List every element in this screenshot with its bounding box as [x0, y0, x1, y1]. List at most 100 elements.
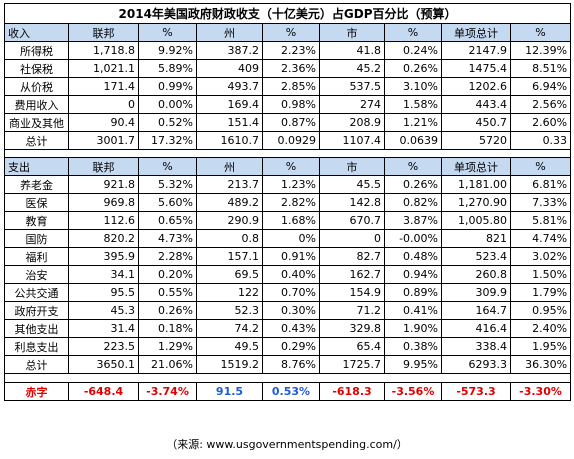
table-cell: 142.8 [319, 193, 385, 212]
table-row: 利息支出 223.5 1.29% 49.5 0.29% 65.4 0.38% 338.4 1.9… [4, 337, 572, 356]
table-cell: 213.7 [196, 175, 263, 194]
budget-table-container: 2014年美国政府财政收支（十亿美元）占GDP百分比（预算） 收入 联邦% 州% 市%… [3, 3, 572, 401]
table-cell: 0% [262, 229, 320, 248]
spacer-row [3, 149, 572, 158]
table-cell: 2.23% [262, 41, 320, 60]
table-cell: 164.7 [441, 301, 511, 320]
deficit-cell: -3.30% [509, 382, 572, 401]
table-row: 治安 34.1 0.20% 69.5 0.40% 162.7 0.94% 260.8 1.50% [4, 265, 572, 284]
table-cell: 171.4 [68, 77, 139, 96]
column-header: % [384, 23, 442, 42]
table-cell: 0.26% [384, 175, 442, 194]
table-cell: 17.32% [138, 131, 197, 150]
source-note: （来源: www.usgovernmentspending.com/） [166, 438, 408, 451]
table-cell: 2.56% [509, 95, 572, 114]
row-label: 其他支出 [4, 319, 69, 338]
row-label: 国防 [4, 229, 69, 248]
spacer-cell [3, 373, 572, 383]
table-cell: 154.9 [319, 283, 385, 302]
table-row: 其他支出 31.4 0.18% 74.2 0.43% 329.8 1.90% 416.4 2.4… [4, 319, 572, 338]
table-cell: 7.33% [509, 193, 572, 212]
table-cell: 1.23% [262, 175, 320, 194]
table-cell: 493.7 [196, 77, 263, 96]
table-cell: 3001.7 [68, 131, 139, 150]
table-cell: 4.73% [138, 229, 197, 248]
table-cell: 82.7 [319, 247, 385, 266]
table-cell: 1.29% [138, 337, 197, 356]
table-cell: 969.8 [68, 193, 139, 212]
table-cell: -0.00% [384, 229, 442, 248]
table-cell: 3.87% [384, 211, 442, 230]
table-cell: 0.29% [262, 337, 320, 356]
table-cell: 0.94% [384, 265, 442, 284]
deficit-cell: -618.3 [319, 382, 385, 401]
column-header: % [384, 157, 442, 176]
row-label: 医保 [4, 193, 69, 212]
table-cell: 1.50% [509, 265, 572, 284]
table-cell: 329.8 [319, 319, 385, 338]
table-cell: 2.60% [509, 113, 572, 132]
table-row: 医保 969.8 5.60% 489.2 2.82% 142.8 0.82% 1,270.90… [4, 193, 572, 212]
table-cell: 1,005.80 [441, 211, 511, 230]
row-label: 总计 [4, 355, 69, 374]
table-cell: 122 [196, 283, 263, 302]
table-cell: 5.89% [138, 59, 197, 78]
table-cell: 1.79% [509, 283, 572, 302]
table-cell: 90.4 [68, 113, 139, 132]
table-cell: 8.51% [509, 59, 572, 78]
table-cell: 0.52% [138, 113, 197, 132]
table-row: 国防 820.2 4.73% 0.8 0% 0 -0.00% 821 4.74% [4, 229, 572, 248]
table-row: 养老金 921.8 5.32% 213.7 1.23% 45.5 0.26% 1,181.00… [4, 175, 572, 194]
column-header: 州 [196, 23, 263, 42]
table-cell: 820.2 [68, 229, 139, 248]
column-header: 市 [319, 157, 385, 176]
table-cell: 395.9 [68, 247, 139, 266]
table-cell: 2.36% [262, 59, 320, 78]
table-cell: 387.2 [196, 41, 263, 60]
table-cell: 6.94% [509, 77, 572, 96]
table-cell: 74.2 [196, 319, 263, 338]
table-cell: 8.76% [262, 355, 320, 374]
table-cell: 3.10% [384, 77, 442, 96]
table-cell: 489.2 [196, 193, 263, 212]
row-label: 总计 [4, 131, 69, 150]
deficit-cell: -573.3 [441, 382, 511, 401]
table-row: 公共交通 95.5 0.55% 122 0.70% 154.9 0.89% 309.9 1.79… [4, 283, 572, 302]
table-cell: 34.1 [68, 265, 139, 284]
table-cell: 41.8 [319, 41, 385, 60]
table-cell: 274 [319, 95, 385, 114]
table-cell: 0.30% [262, 301, 320, 320]
table-cell: 0.43% [262, 319, 320, 338]
table-cell: 0.0929 [262, 131, 320, 150]
table-row: 社保税 1,021.1 5.89% 409 2.36% 45.2 0.26% 1475.4 8.… [4, 59, 572, 78]
table-cell: 5.32% [138, 175, 197, 194]
table-cell: 3.02% [509, 247, 572, 266]
column-header: % [509, 157, 572, 176]
column-header: 联邦 [68, 23, 139, 42]
table-cell: 0 [319, 229, 385, 248]
column-header: % [262, 157, 320, 176]
table-cell: 1.68% [262, 211, 320, 230]
table-cell: 0.98% [262, 95, 320, 114]
deficit-cell: 0.53% [262, 382, 320, 401]
column-header: 州 [196, 157, 263, 176]
table-cell: 2.82% [262, 193, 320, 212]
table-row: 所得税 1,718.8 9.92% 387.2 2.23% 41.8 0.24% 2147.9… [4, 41, 572, 60]
deficit-cell: 91.5 [196, 382, 263, 401]
table-cell: 9.95% [384, 355, 442, 374]
table-cell: 921.8 [68, 175, 139, 194]
table-cell: 162.7 [319, 265, 385, 284]
table-cell: 1,021.1 [68, 59, 139, 78]
table-cell: 1610.7 [196, 131, 263, 150]
table-cell: 65.4 [319, 337, 385, 356]
table-row: 从价税 171.4 0.99% 493.7 2.85% 537.5 3.10% 1202.6 6… [4, 77, 572, 96]
spacer-row [3, 373, 572, 383]
table-cell: 45.2 [319, 59, 385, 78]
row-label: 福利 [4, 247, 69, 266]
table-cell: 450.7 [441, 113, 511, 132]
table-cell: 309.9 [441, 283, 511, 302]
table-cell: 0.8 [196, 229, 263, 248]
deficit-cell: -648.4 [68, 382, 139, 401]
table-cell: 537.5 [319, 77, 385, 96]
table-cell: 71.2 [319, 301, 385, 320]
